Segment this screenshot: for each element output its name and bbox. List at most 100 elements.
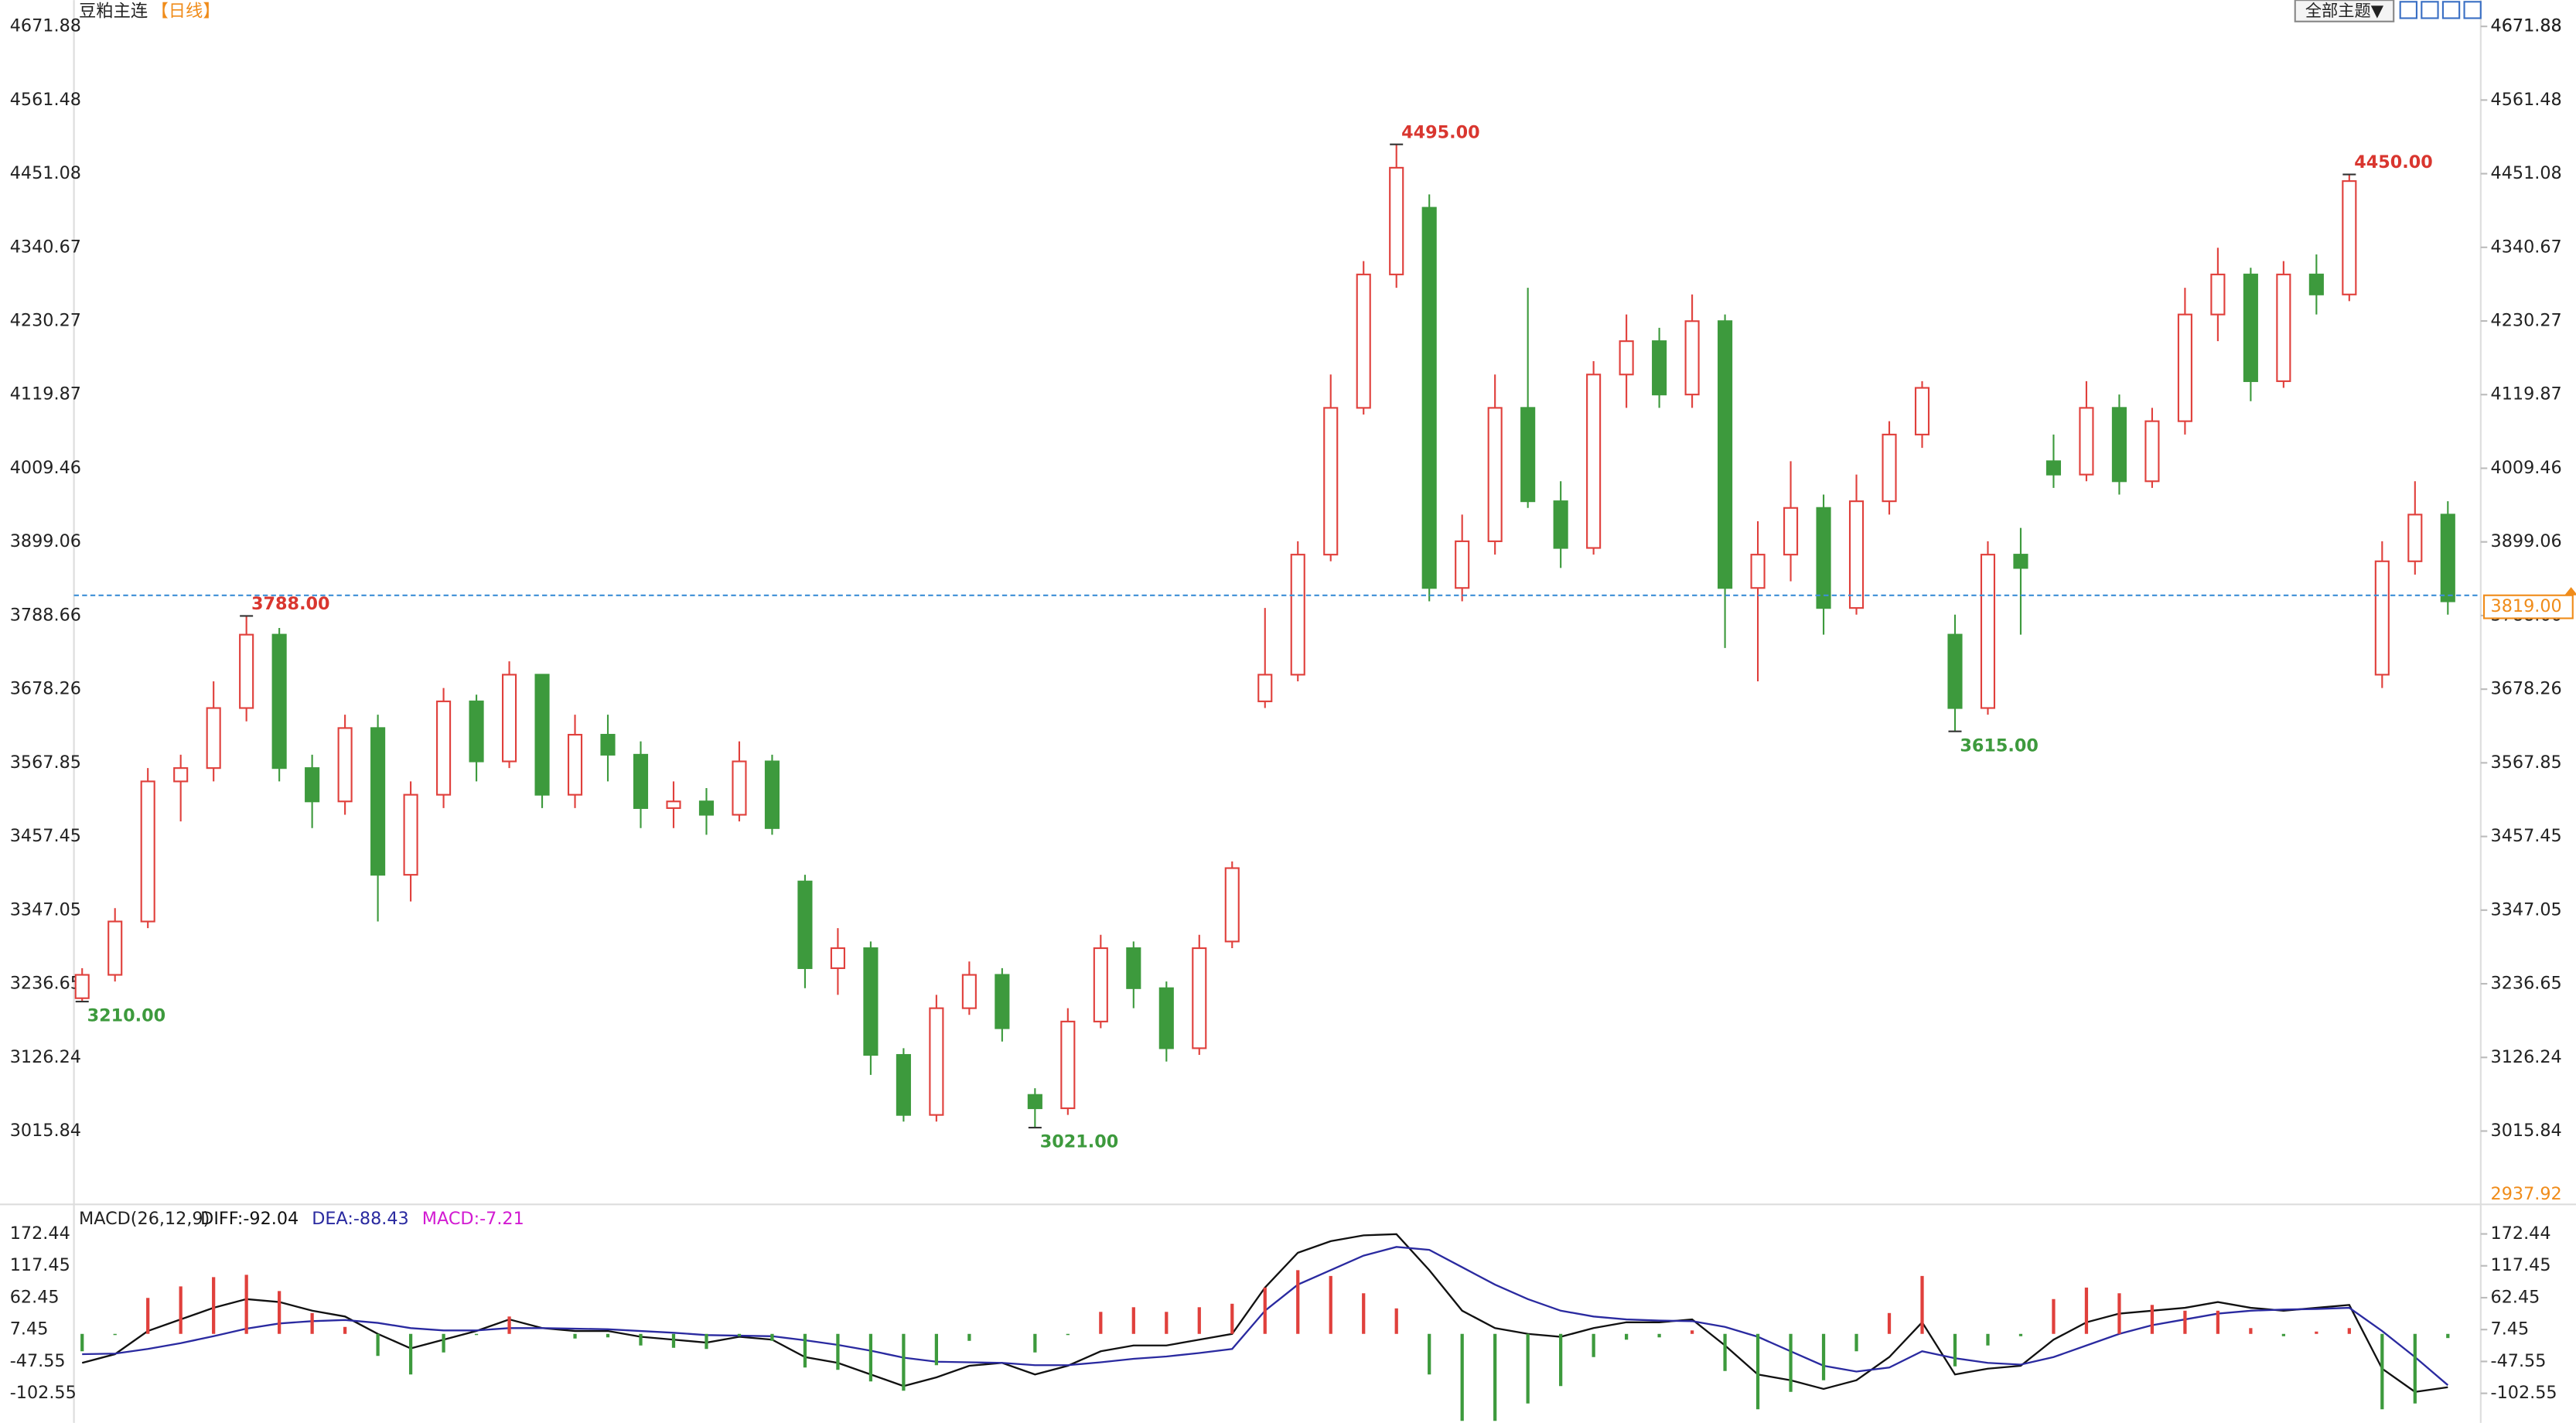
candle-body — [1356, 273, 1371, 409]
extreme-label: 4450.00 — [2354, 152, 2433, 172]
y-tick-label: 4119.87 — [2491, 384, 2562, 404]
theme-button-label[interactable]: 全部主题▼ — [2305, 2, 2384, 21]
candle-body — [1093, 947, 1108, 1022]
candle-body — [1619, 340, 1634, 376]
candle-body — [830, 947, 845, 969]
candle-body — [764, 760, 780, 829]
y-tick-label: 3678.26 — [2491, 679, 2562, 699]
icon[interactable] — [2399, 1, 2417, 19]
candle-body — [1947, 633, 1963, 709]
y-tick-label: 62.45 — [2491, 1287, 2540, 1307]
candle-body — [74, 974, 90, 999]
candle-body — [929, 1007, 944, 1116]
last-price-arrow — [2564, 587, 2576, 595]
candle-body — [732, 760, 747, 816]
y-tick-label: 3788.66 — [10, 605, 81, 625]
candle-body — [239, 633, 254, 709]
candle-body — [173, 767, 189, 783]
y-tick-label: 117.45 — [2491, 1255, 2551, 1275]
y-tick-label: 3457.45 — [10, 826, 81, 846]
candle-body — [469, 700, 484, 763]
y-tick-label: 3899.06 — [2491, 531, 2562, 551]
icon[interactable] — [2463, 1, 2482, 19]
legend-label: MACD:-7.21 — [422, 1209, 524, 1229]
y-tick-label: 3347.05 — [10, 899, 81, 920]
candle-body — [1848, 500, 1865, 609]
candle-body — [995, 974, 1010, 1029]
theme-button[interactable] — [2294, 0, 2395, 22]
y-tick-label: 3347.05 — [2491, 899, 2562, 920]
candle-body — [2374, 560, 2390, 676]
y-tick-label: 4230.27 — [10, 311, 81, 331]
candle-body — [961, 974, 977, 1009]
candle-body — [698, 800, 715, 816]
candle-body — [534, 674, 550, 796]
candle-body — [1652, 340, 1667, 396]
icon[interactable] — [2421, 1, 2439, 19]
indicator-title: MACD(26,12,9) — [79, 1209, 210, 1229]
extreme-label: 3788.00 — [251, 594, 330, 614]
y-tick-label: 7.45 — [10, 1319, 49, 1339]
candle-body — [370, 727, 386, 876]
y-tick-label: 4340.67 — [10, 237, 81, 257]
y-tick-label: -47.55 — [2491, 1351, 2547, 1371]
candle-body — [1882, 433, 1897, 503]
candle-body — [797, 880, 813, 969]
candle-body — [567, 733, 583, 796]
instrument-title: 豆粕主连 — [79, 2, 148, 22]
candle-body — [2440, 514, 2455, 602]
candle-body — [2013, 554, 2028, 569]
candle-body — [305, 767, 320, 803]
candle-body — [1914, 387, 1930, 435]
candle-body — [436, 700, 452, 796]
y-tick-label: -102.55 — [2491, 1383, 2557, 1403]
y-limit-label: 2937.92 — [2491, 1184, 2562, 1204]
y-tick-label: 4009.46 — [10, 458, 81, 478]
icon[interactable] — [2441, 1, 2461, 19]
candle-body — [2407, 514, 2423, 562]
candle-body — [2308, 273, 2324, 295]
y-tick-label: 4230.27 — [2491, 311, 2562, 331]
y-tick-label: 4451.08 — [2491, 163, 2562, 183]
y-tick-label: 3678.26 — [10, 679, 81, 699]
candle-body — [1060, 1020, 1076, 1110]
candle-body — [1783, 507, 1799, 556]
candle-body — [863, 947, 879, 1056]
candle-body — [2276, 273, 2291, 382]
candle-body — [107, 920, 123, 976]
last-price-box — [2482, 594, 2574, 619]
candle-body — [1520, 407, 1536, 503]
y-tick-label: 3457.45 — [2491, 826, 2562, 846]
y-tick-label: 3567.85 — [2491, 752, 2562, 773]
candle-body — [2144, 420, 2160, 483]
candle-body — [896, 1053, 911, 1116]
extreme-label: 3615.00 — [1960, 735, 2039, 756]
candle-body — [2342, 180, 2357, 295]
candle-body — [666, 800, 681, 809]
candle-body — [600, 733, 616, 756]
period-label: 【日线】 — [151, 2, 220, 22]
y-tick-label: 4561.48 — [10, 90, 81, 110]
candle-body — [1553, 500, 1568, 549]
candle-body — [337, 727, 353, 803]
y-tick-label: 3236.65 — [10, 974, 81, 994]
y-tick-label: 3015.84 — [10, 1121, 81, 1141]
candle-body — [1192, 947, 1207, 1049]
candle-body — [1455, 540, 1470, 589]
y-tick-label: 3236.65 — [2491, 974, 2562, 994]
candle-body — [1290, 554, 1305, 676]
y-tick-label: 4451.08 — [10, 163, 81, 183]
candle-body — [1126, 947, 1141, 989]
y-limit-label: 4671.88 — [2491, 16, 2562, 36]
last-price-label: 3819.00 — [2491, 596, 2562, 616]
y-tick-label: 3126.24 — [10, 1047, 81, 1067]
candle-body — [2243, 273, 2258, 382]
y-tick-label: 4671.88 — [10, 16, 81, 36]
y-tick-label: 7.45 — [2491, 1319, 2530, 1339]
candle-body — [403, 793, 418, 876]
y-tick-label: 4340.67 — [2491, 237, 2562, 257]
y-tick-label: 4119.87 — [10, 384, 81, 404]
toolbar-icons[interactable] — [2399, 1, 2482, 19]
candle-body — [1158, 987, 1174, 1049]
